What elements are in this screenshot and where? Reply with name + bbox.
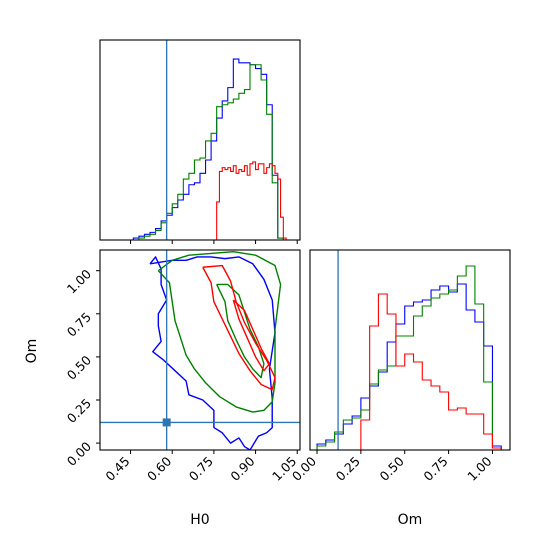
om-histogram-frame bbox=[309, 249, 511, 451]
h0-x-tick-label: 0.45 bbox=[102, 454, 132, 484]
om-y-tick-label: 1.00 bbox=[64, 266, 94, 296]
contour-line bbox=[149, 256, 276, 450]
x-axis-label-om: Om bbox=[398, 512, 423, 528]
x-axis-label-h0: H0 bbox=[190, 512, 209, 528]
h0-histogram-panel bbox=[99, 39, 301, 244]
om-histogram-panel: 0.00 0.25 0.50 0.75 1.00 bbox=[289, 249, 511, 484]
h0-histogram-series bbox=[132, 58, 289, 240]
om-x-tick-label: 0.75 bbox=[420, 454, 450, 484]
contour-body bbox=[100, 250, 300, 450]
om-histogram-body bbox=[316, 250, 502, 450]
om-y-tick-label: 0.00 bbox=[64, 439, 94, 469]
h0-histogram-body bbox=[132, 40, 289, 240]
contour-line bbox=[157, 251, 282, 413]
om-x-tick-label: 1.00 bbox=[464, 453, 494, 483]
h0-histogram-series bbox=[133, 64, 289, 240]
h0-histogram-series bbox=[216, 161, 287, 240]
contour-line bbox=[216, 283, 265, 379]
om-y-tick-label: 0.25 bbox=[64, 396, 94, 426]
om-histogram-series bbox=[343, 293, 502, 450]
om-x-tick-label: 0.00 bbox=[289, 453, 319, 483]
h0-histogram-frame bbox=[99, 39, 301, 241]
truth-marker bbox=[162, 418, 171, 427]
om-x-tick-label: 0.25 bbox=[333, 454, 363, 484]
om-histogram-series bbox=[316, 283, 502, 450]
h0-om-contour-panel: 0.45 0.60 0.75 0.90 1.050.000.250.500.751.00 bbox=[64, 249, 301, 484]
h0-x-tick-label: 0.75 bbox=[186, 454, 216, 484]
om-y-tick-label: 0.50 bbox=[64, 352, 94, 382]
om-x-tick-label: 0.50 bbox=[377, 453, 407, 483]
contour-frame bbox=[99, 249, 301, 451]
om-y-tick-label: 0.75 bbox=[64, 309, 94, 339]
y-axis-label-om: Om bbox=[24, 339, 40, 364]
contour-line bbox=[232, 299, 271, 372]
contour-line bbox=[202, 264, 276, 391]
h0-x-tick-label: 0.90 bbox=[227, 453, 257, 483]
om-histogram-series bbox=[316, 265, 502, 450]
h0-x-tick-label: 0.60 bbox=[144, 453, 174, 483]
